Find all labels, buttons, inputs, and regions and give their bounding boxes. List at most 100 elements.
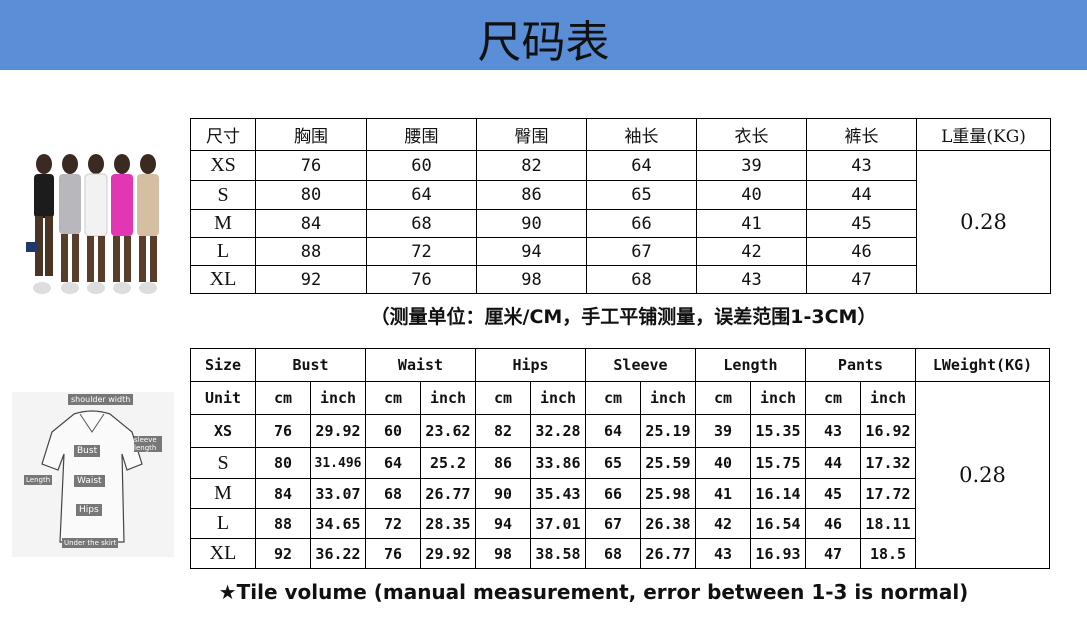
diagram-label: shoulder width <box>68 394 134 405</box>
header-cell: 尺寸 <box>190 118 256 151</box>
diagram-label: Length <box>24 475 53 485</box>
table-cell: 40 <box>696 180 807 210</box>
table-cell: 80 <box>255 447 311 479</box>
table-cell: 26.38 <box>640 508 696 539</box>
table-header-row: 尺寸 胸围 腰围 臀围 袖长 衣长 裤长 L重量(KG) <box>190 118 1051 151</box>
table-row: XS 76 60 82 64 39 43 0.28 <box>190 150 1051 294</box>
table-cell: 32.28 <box>530 414 586 448</box>
table-cell: 68 <box>586 265 697 294</box>
table-cell: 29.92 <box>310 414 366 448</box>
table-row: XL 92 76 98 68 43 47 <box>190 265 1051 294</box>
size-cell: XS <box>190 414 256 448</box>
table-cell: 76 <box>366 265 477 294</box>
table-cell: 46 <box>806 237 917 266</box>
unit-cell: inch <box>530 381 586 415</box>
header-cell: 腰围 <box>366 118 477 151</box>
table-cell: 25.19 <box>640 414 696 448</box>
unit-row: Unit cm inch cm inch cm inch cm inch cm inch cm inch… <box>190 381 1050 569</box>
table-cell: 44 <box>806 180 917 210</box>
table-cell: 90 <box>475 478 531 509</box>
table-cell: 68 <box>365 478 421 509</box>
unit-cell: cm <box>365 381 421 415</box>
table-cell: 41 <box>696 209 807 238</box>
header-cell: Hips <box>475 348 586 382</box>
table-cell: 35.43 <box>530 478 586 509</box>
table-cell: 82 <box>475 414 531 448</box>
table-cell: 92 <box>255 265 367 294</box>
header-cell: Bust <box>255 348 366 382</box>
table-cell: 84 <box>255 478 311 509</box>
table-cell: 98 <box>475 538 531 569</box>
table-cell: 16.92 <box>860 414 916 448</box>
header-cell: 裤长 <box>806 118 917 151</box>
table-cell: 68 <box>585 538 641 569</box>
table-cell: 16.54 <box>750 508 806 539</box>
table-cell: 88 <box>255 508 311 539</box>
table-cell: 18.11 <box>860 508 916 539</box>
table-cell: 66 <box>586 209 697 238</box>
diagram-label: Bust <box>74 445 101 457</box>
table-cell: 26.77 <box>640 538 696 569</box>
table-cell: 18.5 <box>860 538 916 569</box>
size-cell: L <box>190 237 256 266</box>
english-size-table: Size Bust Waist Hips Sleeve Length Pants… <box>190 348 1050 569</box>
table-row: L 88 72 94 67 42 46 <box>190 237 1051 266</box>
table-cell: 17.32 <box>860 447 916 479</box>
header-cell: Sleeve <box>585 348 696 382</box>
header-cell: 衣长 <box>696 118 807 151</box>
table-cell: 39 <box>695 414 751 448</box>
table-row: S 80 31.496 64 25.2 86 33.86 65 25.59 40 15.75 44 17… <box>190 447 1050 479</box>
table-cell: 17.72 <box>860 478 916 509</box>
table-cell: 90 <box>476 209 587 238</box>
table-cell: 94 <box>476 237 587 266</box>
unit-label-cell: Unit <box>190 381 256 415</box>
title-banner: 尺码表 <box>0 0 1087 70</box>
table-cell: 43 <box>805 414 861 448</box>
table-cell: 23.62 <box>420 414 476 448</box>
table-cell: 43 <box>696 265 807 294</box>
header-cell: L重量(KG) <box>916 118 1051 151</box>
table-row: XS 76 29.92 60 23.62 82 32.28 64 25.19 39 15.35 43 1… <box>190 414 1050 448</box>
table-cell: 16.14 <box>750 478 806 509</box>
unit-cell: inch <box>310 381 366 415</box>
table-row: L 88 34.65 72 28.35 94 37.01 67 26.38 42 16.54 46 18… <box>190 508 1050 539</box>
table-cell: 64 <box>585 414 641 448</box>
table-cell: 60 <box>366 150 477 181</box>
table-cell: 28.35 <box>420 508 476 539</box>
unit-cell: cm <box>695 381 751 415</box>
table-cell: 43 <box>806 150 917 181</box>
size-cell: M <box>190 209 256 238</box>
table-cell: 42 <box>695 508 751 539</box>
header-cell: Waist <box>365 348 476 382</box>
weight-cell: 0.28 <box>916 150 1051 294</box>
unit-cell: inch <box>420 381 476 415</box>
table-cell: 88 <box>255 237 367 266</box>
header-cell: Size <box>190 348 256 382</box>
header-cell: Pants <box>805 348 916 382</box>
table-row: XL 92 36.22 76 29.92 98 38.58 68 26.77 43 16.93 47 1… <box>190 538 1050 569</box>
model-figures <box>26 154 159 294</box>
table-cell: 60 <box>365 414 421 448</box>
table-cell: 40 <box>695 447 751 479</box>
header-cell: 臀围 <box>476 118 587 151</box>
weight-cell: 0.28 <box>915 381 1050 569</box>
table-cell: 25.98 <box>640 478 696 509</box>
header-cell: Length <box>695 348 806 382</box>
diagram-label: Hips <box>76 504 102 516</box>
table-cell: 80 <box>255 180 367 210</box>
table-row: M 84 68 90 66 41 45 <box>190 209 1051 238</box>
size-cell: XL <box>190 265 256 294</box>
table-row: M 84 33.07 68 26.77 90 35.43 66 25.98 41 16.14 45 17… <box>190 478 1050 509</box>
table-cell: 31.496 <box>310 447 366 479</box>
unit-cell: cm <box>475 381 531 415</box>
table-header-row: Size Bust Waist Hips Sleeve Length Pants… <box>190 348 1050 382</box>
table-cell: 47 <box>806 265 917 294</box>
table-cell: 65 <box>586 180 697 210</box>
size-cell: L <box>190 508 256 539</box>
size-cell: S <box>190 447 256 479</box>
table-cell: 65 <box>585 447 641 479</box>
size-cell: S <box>190 180 256 210</box>
table-cell: 45 <box>806 209 917 238</box>
table-cell: 15.75 <box>750 447 806 479</box>
diagram-label: sleeve length <box>134 436 162 452</box>
